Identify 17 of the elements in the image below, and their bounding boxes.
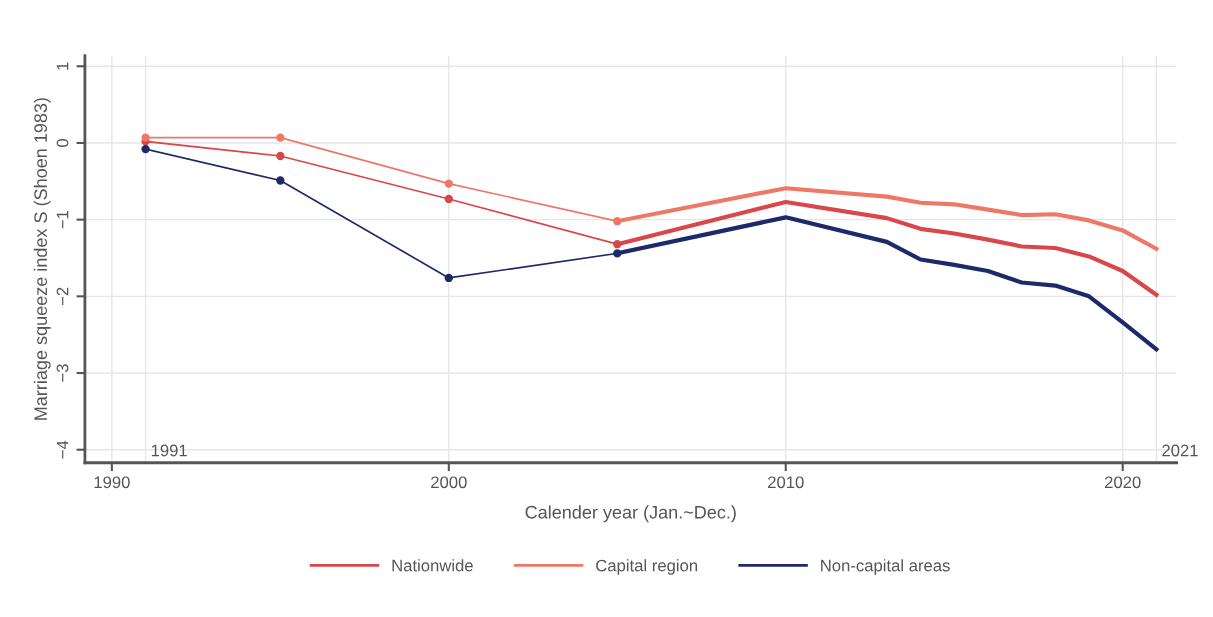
ref-line-label: 1991 [151, 444, 187, 457]
ref-line-label: 2021 [1162, 444, 1198, 457]
y-tick-label: 1 [56, 62, 69, 70]
y-axis-title: Marriage squeeze index S (Shoen 1983) [33, 98, 51, 420]
legend-label: Non-capital areas [821, 559, 950, 575]
legend-label: Nationwide [392, 559, 473, 572]
y-tick-label: 0 [56, 138, 69, 147]
x-tick-label: 1990 [94, 476, 130, 489]
legend-label: Capital region [596, 559, 698, 575]
x-tick-label: 2000 [431, 476, 467, 489]
y-tick-label: −4 [56, 440, 69, 459]
x-tick-label: 2020 [1105, 476, 1141, 489]
x-tick-label: 2010 [768, 476, 804, 489]
y-tick-label: −2 [56, 287, 69, 306]
y-tick-label: −1 [56, 210, 69, 229]
x-axis-title: Calender year (Jan.~Dec.) [525, 505, 736, 523]
y-tick-label: −3 [56, 364, 69, 382]
